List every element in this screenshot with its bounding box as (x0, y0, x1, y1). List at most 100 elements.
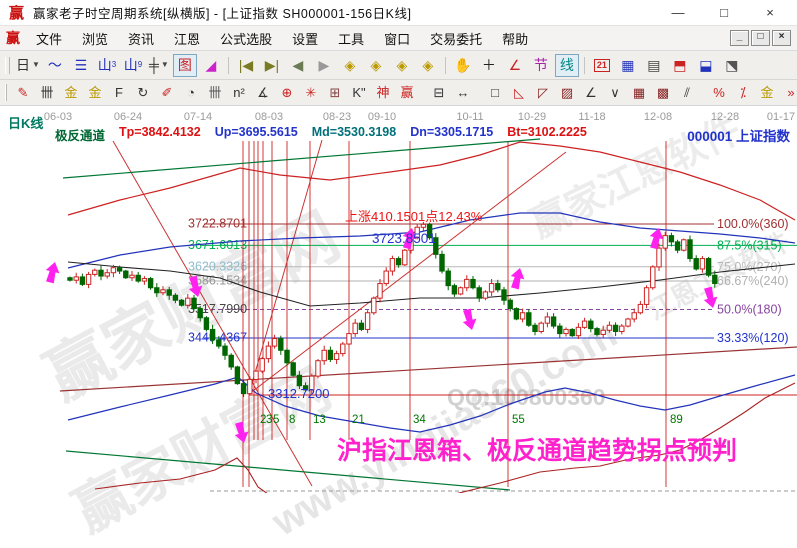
candlestick (271, 338, 278, 347)
calendar-button[interactable]: 21 (590, 54, 614, 77)
gold-lines-tool[interactable]: 金 (760, 85, 774, 100)
angle-fan-tool[interactable]: ∠ (585, 85, 597, 100)
child-minimize-button[interactable]: _ (730, 30, 749, 46)
window-close-button[interactable]: × (766, 5, 774, 20)
menu-formula-picker[interactable]: 公式选股 (220, 31, 273, 47)
md-line (67, 261, 796, 307)
quote-list-button[interactable]: ☰ (74, 57, 88, 73)
child-restore-button[interactable]: □ (751, 30, 770, 46)
n-square-tool[interactable]: n² (233, 85, 245, 100)
menu-news[interactable]: 资讯 (128, 31, 155, 47)
zigzag-chart-button[interactable]: 〜 (47, 57, 62, 73)
menu-items: 文件 浏览 资讯 江恩 公式选股 设置 工具 窗口 交易委托 帮助 (26, 29, 538, 48)
angle-line-tool[interactable]: ∡ (257, 85, 269, 100)
gann-symbol-button[interactable]: 节 (533, 57, 548, 73)
fib-count-label: 13 (313, 414, 326, 426)
color-trend-button[interactable]: ◢ (205, 57, 217, 73)
expand-x-button[interactable]: ◈ (396, 57, 408, 73)
menu-file[interactable]: 文件 (36, 31, 63, 47)
angle-measure-button[interactable]: ∠ (508, 57, 522, 73)
diag-box-tool[interactable]: ▨ (560, 85, 574, 100)
fan-box-tool[interactable]: ◸ (538, 85, 548, 100)
menu-tools[interactable]: 工具 (338, 31, 365, 47)
zoom-in-x-button[interactable]: ◈ (370, 57, 382, 73)
gann-wheel-tool[interactable]: ✳ (305, 85, 317, 100)
candlestick (383, 270, 389, 285)
v-lines-tool[interactable]: ∨ (610, 85, 620, 100)
gann-level-price-label: 3586.1534 (188, 274, 247, 288)
gann-box-mode-button[interactable]: 图 (172, 53, 197, 77)
menu-window[interactable]: 窗口 (384, 31, 411, 47)
ruler-123-tool[interactable]: ⊟ (433, 85, 445, 100)
gann-level-pct-label: 66.67%(240) (717, 274, 789, 288)
candlestick (309, 375, 315, 391)
candlestick (532, 324, 538, 333)
candlestick (693, 258, 699, 270)
kline-chart-area[interactable]: QQ:100800360 江恩工具软件 赢家江恩软件 www.yingjia360.c… (0, 106, 797, 545)
candlestick (253, 370, 259, 380)
kline-chart-canvas[interactable]: 3722.8701 100.0%(360)3671.6013 87.5%(315)3… (0, 106, 797, 493)
drag-hand-button[interactable]: ✋ (454, 57, 472, 73)
up-line (67, 212, 796, 269)
menu-settings[interactable]: 设置 (292, 31, 319, 47)
calculator-button[interactable]: ▦ (621, 57, 635, 73)
gann-comb-tool[interactable]: 卌 (40, 85, 54, 100)
window-minimize-button[interactable]: — (671, 5, 685, 20)
fan-lines-tool[interactable]: ◺ (514, 85, 524, 100)
spiral-tool[interactable]: ↻ (137, 85, 149, 100)
comb-plain-tool[interactable]: 卌 (208, 85, 222, 100)
percent-retrace-tool[interactable]: % (713, 85, 725, 100)
signal-arrow-down (510, 268, 525, 290)
percent-lines-tool[interactable]: ⁒ (740, 85, 746, 100)
candlestick (519, 312, 526, 320)
candlestick (687, 239, 693, 260)
menu-trade[interactable]: 交易委托 (430, 31, 483, 47)
gann-grid-tool[interactable]: ▦ (632, 85, 646, 100)
gold-comb-tool[interactable]: 金 (64, 85, 78, 100)
parallel-lines-tool[interactable]: ⫽ (684, 85, 690, 100)
gann-target-tool[interactable]: ⊕ (281, 85, 293, 100)
pencil-2-tool[interactable]: ✐ (161, 85, 173, 100)
gann-fan-line (112, 140, 313, 487)
menu-help[interactable]: 帮助 (502, 31, 529, 47)
width-measure-tool[interactable]: ↔ (456, 85, 470, 100)
candlestick (216, 339, 222, 347)
f-comb-tool[interactable]: F (115, 85, 123, 100)
kline-style-button[interactable]: 日 ▼ (16, 57, 40, 73)
k-quote-tool[interactable]: K" (352, 85, 366, 100)
pencil-tool[interactable]: ✎ (17, 85, 29, 100)
candlestick (544, 316, 551, 324)
save-disk-button[interactable]: ⬒ (673, 57, 687, 73)
compress-x-button[interactable]: ◈ (422, 57, 434, 73)
window-maximize-button[interactable]: □ (720, 5, 728, 20)
gold-comb-2-tool[interactable]: 金 (88, 85, 102, 100)
next-bar-button[interactable]: ▶ (318, 57, 330, 73)
menu-browse[interactable]: 浏览 (82, 31, 109, 47)
candlestick (402, 249, 408, 266)
fib-count-label: 34 (413, 414, 426, 426)
box-tool[interactable]: □ (491, 85, 499, 100)
zoom-out-x-button[interactable]: ◈ (344, 57, 356, 73)
time-cycle-tool[interactable]: ◔ (187, 85, 195, 100)
data-export-button[interactable]: ⬔ (725, 57, 739, 73)
more-tools-1[interactable]: » (787, 85, 795, 100)
candlestick (712, 274, 718, 285)
shen-tool[interactable]: 神 (376, 85, 390, 100)
line-mode-button[interactable]: 线 (554, 53, 579, 77)
grid-target-tool[interactable]: ⊞ (329, 85, 341, 100)
chart-save-button[interactable]: ⬓ (699, 57, 713, 73)
menu-gann[interactable]: 江恩 (174, 31, 201, 47)
candlestick (513, 308, 520, 320)
memo-button[interactable]: ▤ (647, 57, 661, 73)
crosshair-button[interactable]: ＋ (481, 57, 496, 73)
candle-tool-button[interactable]: ╪ ▼ (149, 57, 169, 73)
ying-tool[interactable]: 赢 (400, 85, 414, 100)
prev-bar-button[interactable]: ◀ (292, 57, 304, 73)
child-close-button[interactable]: × (772, 30, 791, 46)
last-bar-button[interactable]: ▶| (264, 57, 280, 73)
gann-grid-2-tool[interactable]: ▩ (656, 85, 670, 100)
candlestick (123, 270, 129, 279)
first-bar-button[interactable]: |◀ (238, 57, 254, 73)
